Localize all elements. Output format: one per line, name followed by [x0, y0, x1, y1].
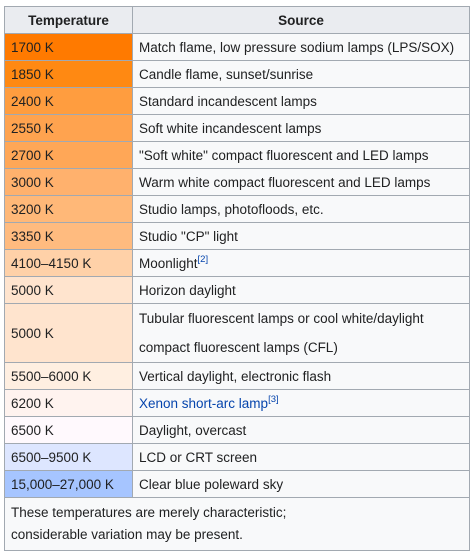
- source-text: Studio lamps, photofloods, etc.: [139, 201, 324, 217]
- temperature-cell: 2400 K: [4, 87, 133, 115]
- source-text: Moonlight: [139, 255, 198, 271]
- table-row: 3000 K Warm white compact fluorescent and…: [4, 168, 470, 196]
- citation-ref[interactable]: [2]: [197, 253, 209, 265]
- table-row: 15,000–27,000 K Clear blue poleward sky: [4, 470, 470, 498]
- source-text: Soft white incandescent lamps: [139, 120, 322, 136]
- temperature-cell: 2550 K: [4, 114, 133, 142]
- temperature-cell: 1700 K: [4, 33, 133, 61]
- temperature-cell: 1850 K: [4, 60, 133, 88]
- source-text: Candle flame, sunset/sunrise: [139, 66, 314, 82]
- header-row: Temperature Source: [4, 6, 470, 34]
- source-cell: Candle flame, sunset/sunrise: [132, 60, 470, 88]
- source-cell: Daylight, overcast: [132, 416, 470, 444]
- temperature-cell: 2700 K: [4, 141, 133, 169]
- source-text: Studio "CP" light: [139, 228, 238, 244]
- table-row: 2700 K "Soft white" compact fluorescent a…: [4, 141, 470, 169]
- temperature-cell: 5000 K: [4, 303, 133, 363]
- temperature-cell: 5000 K: [4, 276, 133, 304]
- source-cell: Vertical daylight, electronic flash: [132, 362, 470, 390]
- source-cell: Studio "CP" light: [132, 222, 470, 250]
- source-text: Standard incandescent lamps: [139, 93, 317, 109]
- table-row: 6500–9500 K LCD or CRT screen: [4, 443, 470, 471]
- temperature-cell: 6200 K: [4, 389, 133, 417]
- temperature-cell: 6500 K: [4, 416, 133, 444]
- temperature-cell: 3350 K: [4, 222, 133, 250]
- source-cell: Studio lamps, photofloods, etc.: [132, 195, 470, 223]
- header-temperature[interactable]: Temperature: [4, 6, 133, 34]
- source-cell: Tubular fluorescent lamps or cool white/…: [132, 303, 470, 363]
- table-row: 1700 K Match flame, low pressure sodium l…: [4, 33, 470, 61]
- table-row: 4100–4150 K Moonlight[2]: [4, 249, 470, 277]
- xenon-lamp-link[interactable]: Xenon short-arc lamp: [139, 395, 269, 411]
- source-text: Match flame, low pressure sodium lamps (…: [139, 39, 455, 55]
- source-cell: "Soft white" compact fluorescent and LED…: [132, 141, 470, 169]
- note-line-1: These temperatures are merely characteri…: [11, 505, 287, 520]
- temperature-cell: 15,000–27,000 K: [4, 470, 133, 498]
- table-row: 2550 K Soft white incandescent lamps: [4, 114, 470, 142]
- table-row: 3200 K Studio lamps, photofloods, etc.: [4, 195, 470, 223]
- note-row: These temperatures are merely characteri…: [4, 497, 470, 551]
- table-row: 6500 K Daylight, overcast: [4, 416, 470, 444]
- source-cell: Moonlight[2]: [132, 249, 470, 277]
- temperature-cell: 5500–6000 K: [4, 362, 133, 390]
- source-cell: Standard incandescent lamps: [132, 87, 470, 115]
- citation-ref[interactable]: [3]: [268, 393, 279, 405]
- table-row: 2400 K Standard incandescent lamps: [4, 87, 470, 115]
- color-temperature-table: Temperature Source 1700 K Match flame, lo…: [4, 6, 470, 551]
- source-cell: Horizon daylight: [132, 276, 470, 304]
- temperature-cell: 4100–4150 K: [4, 249, 133, 277]
- table-row: 6200 K Xenon short-arc lamp[3]: [4, 389, 470, 417]
- source-cell: Clear blue poleward sky: [132, 470, 470, 498]
- source-cell: Warm white compact fluorescent and LED l…: [132, 168, 470, 196]
- temperature-cell: 6500–9500 K: [4, 443, 133, 471]
- source-text: Daylight, overcast: [139, 422, 247, 438]
- table-row: 3350 K Studio "CP" light: [4, 222, 470, 250]
- table-note: These temperatures are merely characteri…: [4, 497, 470, 551]
- table-row: 5500–6000 K Vertical daylight, electronic…: [4, 362, 470, 390]
- source-text: Horizon daylight: [139, 282, 236, 298]
- source-cell: Xenon short-arc lamp[3]: [132, 389, 470, 417]
- source-text: "Soft white" compact fluorescent and LED…: [139, 147, 429, 163]
- table-row: 5000 K Tubular fluorescent lamps or cool …: [4, 303, 470, 363]
- source-text: Clear blue poleward sky: [139, 476, 284, 492]
- header-source[interactable]: Source: [132, 6, 470, 34]
- source-text: LCD or CRT screen: [139, 449, 258, 465]
- source-cell: Soft white incandescent lamps: [132, 114, 470, 142]
- source-cell: Match flame, low pressure sodium lamps (…: [132, 33, 470, 61]
- source-text: Vertical daylight, electronic flash: [139, 368, 332, 384]
- temperature-cell: 3200 K: [4, 195, 133, 223]
- table-row: 5000 K Horizon daylight: [4, 276, 470, 304]
- source-text-line: compact fluorescent lamps (CFL): [139, 340, 338, 355]
- temperature-cell: 3000 K: [4, 168, 133, 196]
- source-text: Warm white compact fluorescent and LED l…: [139, 174, 431, 190]
- note-line-2: considerable variation may be present.: [11, 527, 243, 542]
- table-row: 1850 K Candle flame, sunset/sunrise: [4, 60, 470, 88]
- source-cell: LCD or CRT screen: [132, 443, 470, 471]
- table-body: 1700 K Match flame, low pressure sodium l…: [4, 33, 470, 498]
- source-text-line: Tubular fluorescent lamps or cool white/…: [139, 311, 424, 326]
